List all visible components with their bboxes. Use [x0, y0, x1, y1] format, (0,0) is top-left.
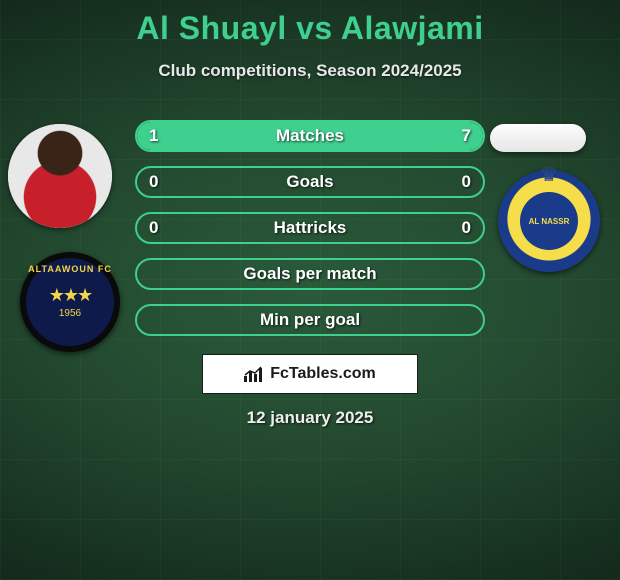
stat-bars: 1 Matches 7 0 Goals 0 0 Hattricks 0 Goal…: [135, 120, 485, 350]
club-left-inner: ALTAAWOUN FC ★★★ 1956: [26, 258, 114, 346]
stat-row-matches: 1 Matches 7: [135, 120, 485, 152]
stat-value-right: 0: [462, 172, 471, 192]
stat-label: Matches: [276, 126, 344, 146]
stat-value-left: 0: [149, 172, 158, 192]
stat-value-left: 1: [149, 126, 158, 146]
player-left-avatar: [8, 124, 112, 228]
page-title: Al Shuayl vs Alawjami: [0, 0, 620, 47]
club-left-year: 1956: [59, 308, 81, 319]
stat-value-right: 7: [462, 126, 471, 146]
club-right-inner: AL NASSR: [520, 192, 578, 250]
subtitle: Club competitions, Season 2024/2025: [0, 61, 620, 81]
stat-value-right: 0: [462, 218, 471, 238]
stat-label: Goals: [286, 172, 333, 192]
club-left-stars-icon: ★★★: [49, 285, 91, 306]
stat-label: Goals per match: [243, 264, 376, 284]
source-text: FcTables.com: [270, 365, 376, 383]
stat-row-gpm: Goals per match: [135, 258, 485, 290]
player-right-avatar: [490, 124, 586, 152]
club-right-badge: ♛ AL NASSR: [498, 170, 600, 272]
chart-icon: [244, 366, 264, 382]
club-left-badge: ALTAAWOUN FC ★★★ 1956: [20, 252, 120, 352]
avatar-face-placeholder: [8, 124, 112, 228]
crown-icon: ♛: [540, 162, 558, 187]
stat-row-mpg: Min per goal: [135, 304, 485, 336]
source-badge: FcTables.com: [202, 354, 418, 394]
club-left-text: ALTAAWOUN FC: [26, 264, 114, 274]
stat-row-goals: 0 Goals 0: [135, 166, 485, 198]
content-wrapper: Al Shuayl vs Alawjami Club competitions,…: [0, 0, 620, 580]
date-text: 12 january 2025: [0, 408, 620, 428]
stat-fill-left: [137, 122, 180, 150]
stat-label: Hattricks: [274, 218, 347, 238]
stat-row-hattricks: 0 Hattricks 0: [135, 212, 485, 244]
stat-label: Min per goal: [260, 310, 360, 330]
stat-value-left: 0: [149, 218, 158, 238]
